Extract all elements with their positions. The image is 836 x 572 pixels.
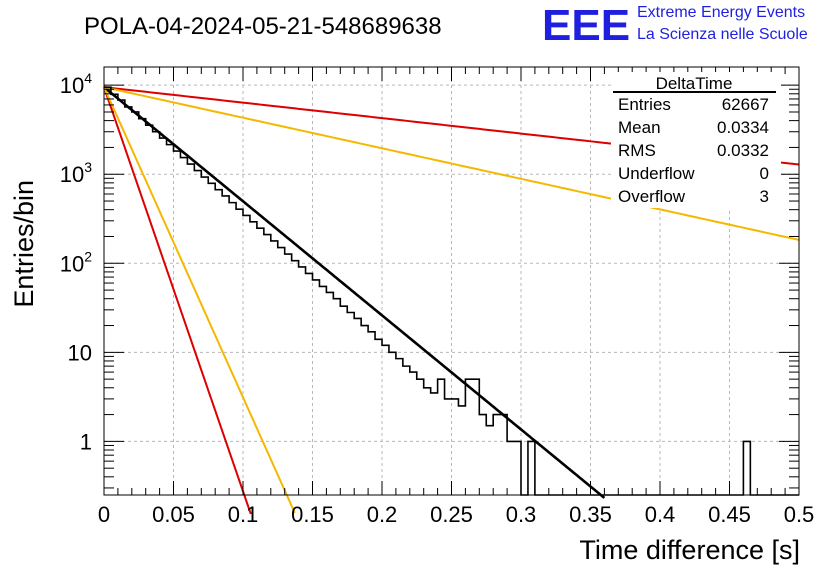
x-tick-label: 0.5 bbox=[784, 502, 815, 527]
x-tick-label: 0.35 bbox=[569, 502, 612, 527]
x-tick-label: 0.45 bbox=[708, 502, 751, 527]
stats-row-label: Overflow bbox=[618, 187, 686, 206]
x-tick-label: 0.25 bbox=[430, 502, 473, 527]
x-tick-label: 0.3 bbox=[506, 502, 537, 527]
stats-rows: Entries 62667 Mean 0.0334 RMS 0.0332 Underflow… bbox=[618, 95, 769, 206]
stats-row-value: 3 bbox=[760, 187, 769, 206]
x-tick-label: 0.1 bbox=[228, 502, 259, 527]
y-tick-label: 104 bbox=[60, 70, 92, 98]
y-axis-title: Entries/bin bbox=[9, 180, 39, 308]
y-tick-label: 1 bbox=[80, 429, 92, 454]
x-axis-title: Time difference [s] bbox=[579, 535, 800, 565]
stats-box: DeltaTime Entries 62667 Mean 0.0334 RMS 0.033… bbox=[611, 72, 781, 208]
stats-row-label: RMS bbox=[618, 141, 656, 160]
x-tick-label: 0.15 bbox=[291, 502, 334, 527]
x-tick-label: 0.2 bbox=[367, 502, 398, 527]
axis-ticks bbox=[103, 67, 800, 495]
x-tick-label: 0.4 bbox=[645, 502, 676, 527]
stats-row-value: 0.0334 bbox=[717, 118, 769, 137]
fit-curve bbox=[103, 86, 800, 241]
fit-curve bbox=[103, 86, 606, 499]
fit-curve bbox=[103, 86, 252, 515]
y-tick-label: 10 bbox=[68, 340, 92, 365]
chart-title: POLA-04-2024-05-21-548689638 bbox=[84, 13, 442, 40]
x-tick-labels: 0 0.05 0.1 0.15 0.2 0.25 0.3 0.35 0.4 0.45 0.5 bbox=[98, 502, 814, 527]
stats-row-label: Entries bbox=[618, 95, 671, 114]
logo-line-2: La Scienza nelle Scuole bbox=[637, 26, 808, 43]
stats-row-value: 62667 bbox=[722, 95, 769, 114]
logo-line-1: Extreme Energy Events bbox=[637, 4, 805, 21]
stats-title: DeltaTime bbox=[656, 74, 733, 93]
grid bbox=[104, 67, 799, 495]
y-tick-label: 103 bbox=[60, 159, 92, 187]
stats-row-label: Mean bbox=[618, 118, 661, 137]
y-tick-label: 102 bbox=[60, 248, 92, 276]
stats-row-value: 0.0332 bbox=[717, 141, 769, 160]
stats-row-label: Underflow bbox=[618, 164, 695, 183]
fit-curve bbox=[103, 86, 296, 514]
logo: EEE Extreme Energy Events La Scienza nel… bbox=[542, 1, 808, 50]
logo-mark: EEE bbox=[542, 1, 630, 50]
stats-row-value: 0 bbox=[760, 164, 769, 183]
stats-box-background bbox=[611, 72, 781, 208]
x-tick-label: 0.05 bbox=[152, 502, 195, 527]
x-tick-label: 0 bbox=[98, 502, 110, 527]
fit-curves bbox=[103, 86, 800, 515]
y-tick-labels: 1 10 102 103 104 bbox=[60, 70, 92, 454]
